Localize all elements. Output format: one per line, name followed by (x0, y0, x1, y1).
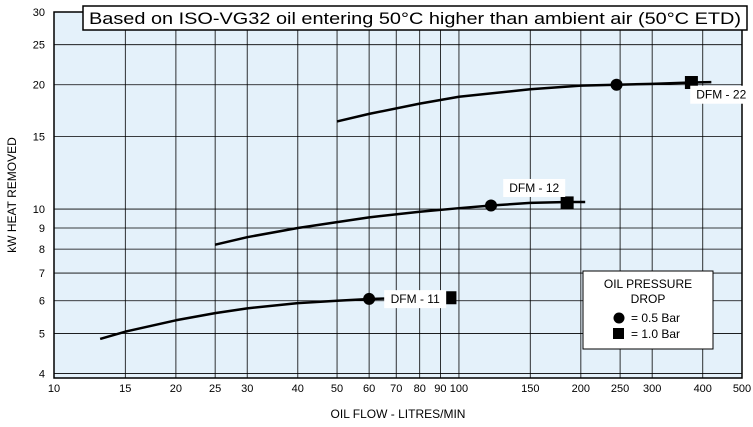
x-tick-label: 50 (331, 383, 343, 395)
y-tick-label: 15 (33, 131, 45, 143)
x-tick-label: 70 (390, 383, 402, 395)
legend-circle-label: = 0.5 Bar (631, 311, 680, 325)
x-tick-label: 10 (48, 383, 60, 395)
x-tick-label: 60 (363, 383, 375, 395)
y-tick-label: 25 (33, 40, 45, 52)
series-line (336, 80, 712, 123)
series-label: DFM - 12 (503, 178, 566, 197)
legend-title-line1: OIL PRESSURE (604, 277, 692, 291)
y-axis-label: kW HEAT REMOVED (5, 137, 19, 253)
x-axis-label: OIL FLOW - LITRES/MIN (331, 407, 466, 421)
y-tick-label: 5 (39, 328, 45, 340)
x-tick-label: 15 (119, 383, 131, 395)
legend-title-line2: DROP (631, 292, 666, 306)
y-tick-label: 10 (33, 204, 45, 216)
x-tick-labels: 10 15 20 25 30 40 50 60 70 80 90 100 150 200 250 300 400… (48, 383, 751, 395)
y-tick-label: 9 (39, 223, 45, 235)
marker-1.0-bar (560, 196, 574, 210)
legend: OIL PRESSURE DROP = 0.5 Bar = 1.0 Bar (582, 270, 714, 350)
series-label-bg (503, 178, 566, 197)
series-label-text: DFM - 22 (696, 88, 746, 102)
y-tick-labels: 4 5 6 7 8 9 10 15 20 25 30 (33, 7, 45, 380)
x-tick-label: 200 (572, 383, 590, 395)
x-tick-label: 150 (521, 383, 539, 395)
series-label-text: DFM - 12 (509, 181, 559, 195)
marker-1.0-bar (443, 291, 457, 305)
x-tick-label: 40 (292, 383, 304, 395)
y-tick-label: 20 (33, 80, 45, 92)
x-tick-label: 30 (241, 383, 253, 395)
chart-title-box: Based on ISO-VG32 oil entering 50°C high… (82, 5, 748, 31)
x-tick-label: 25 (209, 383, 221, 395)
x-tick-label: 500 (733, 383, 751, 395)
series-label: DFM - 11 (384, 290, 447, 309)
series-label: DFM - 22 (690, 85, 753, 104)
x-tick-label: 100 (450, 383, 468, 395)
marker-0.5-bar (485, 199, 498, 212)
series-markers (363, 76, 698, 305)
series-labels: DFM - 11 DFM - 12 DFM - 22 (384, 85, 753, 309)
series-line (214, 200, 586, 246)
x-tick-label: 400 (694, 383, 712, 395)
y-tick-label: 4 (39, 368, 45, 380)
legend-circle-marker (613, 312, 625, 324)
x-tick-label: 90 (434, 383, 446, 395)
marker-0.5-bar (610, 78, 623, 91)
y-tick-label: 8 (39, 244, 45, 256)
y-tick-label: 6 (39, 296, 45, 308)
series-label-bg (384, 290, 447, 309)
legend-square-label: = 1.0 Bar (631, 327, 680, 341)
x-tick-label: 250 (611, 383, 629, 395)
chart-title: Based on ISO-VG32 oil entering 50°C high… (89, 9, 741, 28)
marker-0.5-bar (363, 292, 376, 305)
y-tick-label: 7 (39, 268, 45, 280)
series-label-bg (690, 85, 753, 104)
y-tick-label: 30 (33, 7, 45, 19)
legend-square-marker (613, 328, 624, 339)
series-label-text: DFM - 11 (391, 292, 440, 306)
x-tick-label: 80 (414, 383, 426, 395)
x-tick-label: 20 (170, 383, 182, 395)
x-tick-label: 300 (643, 383, 661, 395)
